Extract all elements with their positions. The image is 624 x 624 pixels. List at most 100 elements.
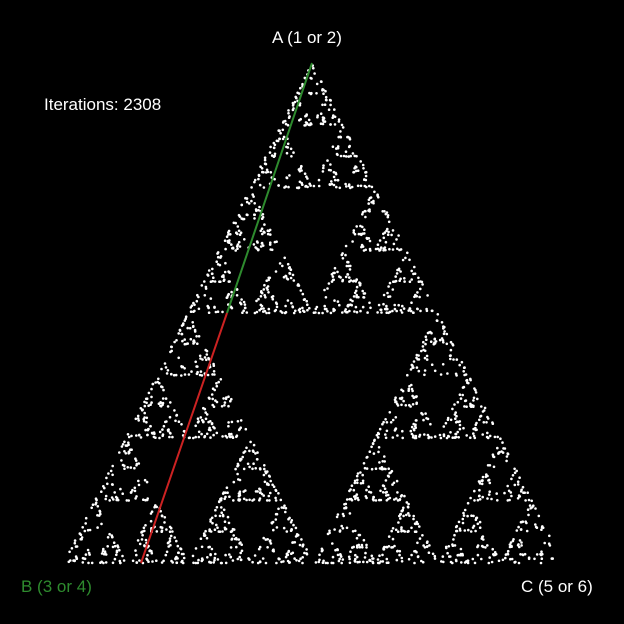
fractal-point: [348, 136, 351, 140]
fractal-point: [347, 145, 351, 149]
fractal-point: [380, 311, 383, 314]
fractal-point: [441, 363, 445, 366]
fractal-point: [548, 534, 551, 538]
fractal-point: [400, 560, 404, 563]
fractal-point: [382, 247, 386, 250]
fractal-point: [426, 331, 430, 335]
fractal-point: [380, 467, 383, 471]
fractal-point: [223, 520, 227, 523]
fractal-point: [208, 560, 211, 564]
fractal-point: [197, 430, 201, 434]
fractal-point: [284, 304, 287, 308]
fractal-point: [331, 542, 334, 545]
fractal-point: [421, 534, 424, 537]
fractal-point: [388, 247, 391, 251]
fractal-point: [488, 556, 492, 559]
fractal-point: [357, 232, 361, 236]
fractal-point: [524, 499, 527, 502]
fractal-point: [523, 552, 527, 556]
fractal-point: [102, 547, 105, 551]
fractal-point: [525, 521, 528, 525]
fractal-point: [253, 202, 256, 205]
fractal-point: [230, 290, 233, 294]
fractal-point: [263, 231, 266, 234]
fractal-point: [171, 561, 174, 564]
fractal-point: [298, 543, 302, 547]
fractal-point: [232, 221, 236, 225]
fractal-point: [332, 175, 336, 179]
fractal-point: [106, 536, 110, 539]
fractal-point: [189, 310, 193, 314]
fractal-point: [169, 526, 173, 530]
fractal-point: [476, 522, 480, 526]
fractal-point: [305, 299, 309, 303]
fractal-point: [341, 311, 344, 314]
fractal-point: [366, 311, 369, 314]
fractal-point: [205, 358, 208, 362]
fractal-point: [391, 418, 395, 422]
fractal-point: [237, 498, 240, 502]
fractal-point: [382, 548, 386, 551]
fractal-point: [222, 397, 225, 400]
fractal-point: [356, 546, 359, 549]
fractal-point: [230, 397, 233, 401]
fractal-point: [377, 195, 380, 199]
fractal-point: [408, 307, 412, 311]
fractal-point: [253, 311, 257, 315]
fractal-point: [125, 499, 129, 502]
fractal-point: [324, 98, 328, 102]
fractal-point: [175, 414, 178, 417]
fractal-point: [445, 436, 449, 440]
fractal-point: [212, 433, 215, 437]
fractal-point: [385, 494, 388, 497]
fractal-point: [263, 283, 266, 287]
fractal-point: [399, 270, 402, 273]
fractal-point: [322, 559, 325, 563]
fractal-point: [147, 404, 150, 408]
fractal-point: [229, 530, 233, 533]
fractal-point: [408, 403, 411, 407]
fractal-point: [262, 186, 266, 189]
fractal-point: [473, 436, 477, 440]
fractal-point: [195, 372, 199, 376]
fractal-point: [208, 545, 211, 549]
fractal-point: [264, 470, 267, 473]
fractal-point: [478, 526, 482, 529]
fractal-point: [261, 232, 264, 236]
fractal-point: [221, 435, 224, 438]
fractal-point: [336, 553, 340, 557]
fractal-point: [216, 252, 219, 255]
fractal-point: [257, 177, 260, 181]
fractal-point: [282, 120, 285, 123]
fractal-point: [384, 240, 388, 244]
fractal-point: [439, 373, 443, 376]
fractal-point: [321, 548, 324, 552]
fractal-point: [273, 154, 277, 158]
fractal-point: [336, 178, 340, 182]
fractal-point: [75, 557, 79, 561]
fractal-point: [155, 559, 158, 562]
fractal-point: [123, 467, 126, 471]
fractal-point: [258, 560, 262, 563]
fractal-point: [540, 557, 544, 560]
fractal-point: [354, 495, 357, 498]
fractal-point: [329, 99, 333, 102]
fractal-point: [235, 288, 239, 291]
fractal-point: [273, 177, 276, 181]
fractal-point: [449, 431, 452, 434]
fractal-point: [222, 491, 226, 494]
fractal-point: [433, 557, 437, 560]
fractal-point: [269, 491, 272, 495]
fractal-point: [228, 271, 231, 274]
fractal-point: [260, 492, 264, 496]
fractal-point: [526, 491, 529, 495]
fractal-point: [503, 491, 506, 495]
fractal-point: [372, 201, 375, 205]
fractal-point: [517, 561, 521, 565]
fractal-point: [320, 80, 323, 83]
fractal-point: [344, 253, 347, 257]
fractal-point: [261, 244, 265, 247]
fractal-point: [393, 544, 396, 548]
fractal-point: [203, 434, 207, 438]
